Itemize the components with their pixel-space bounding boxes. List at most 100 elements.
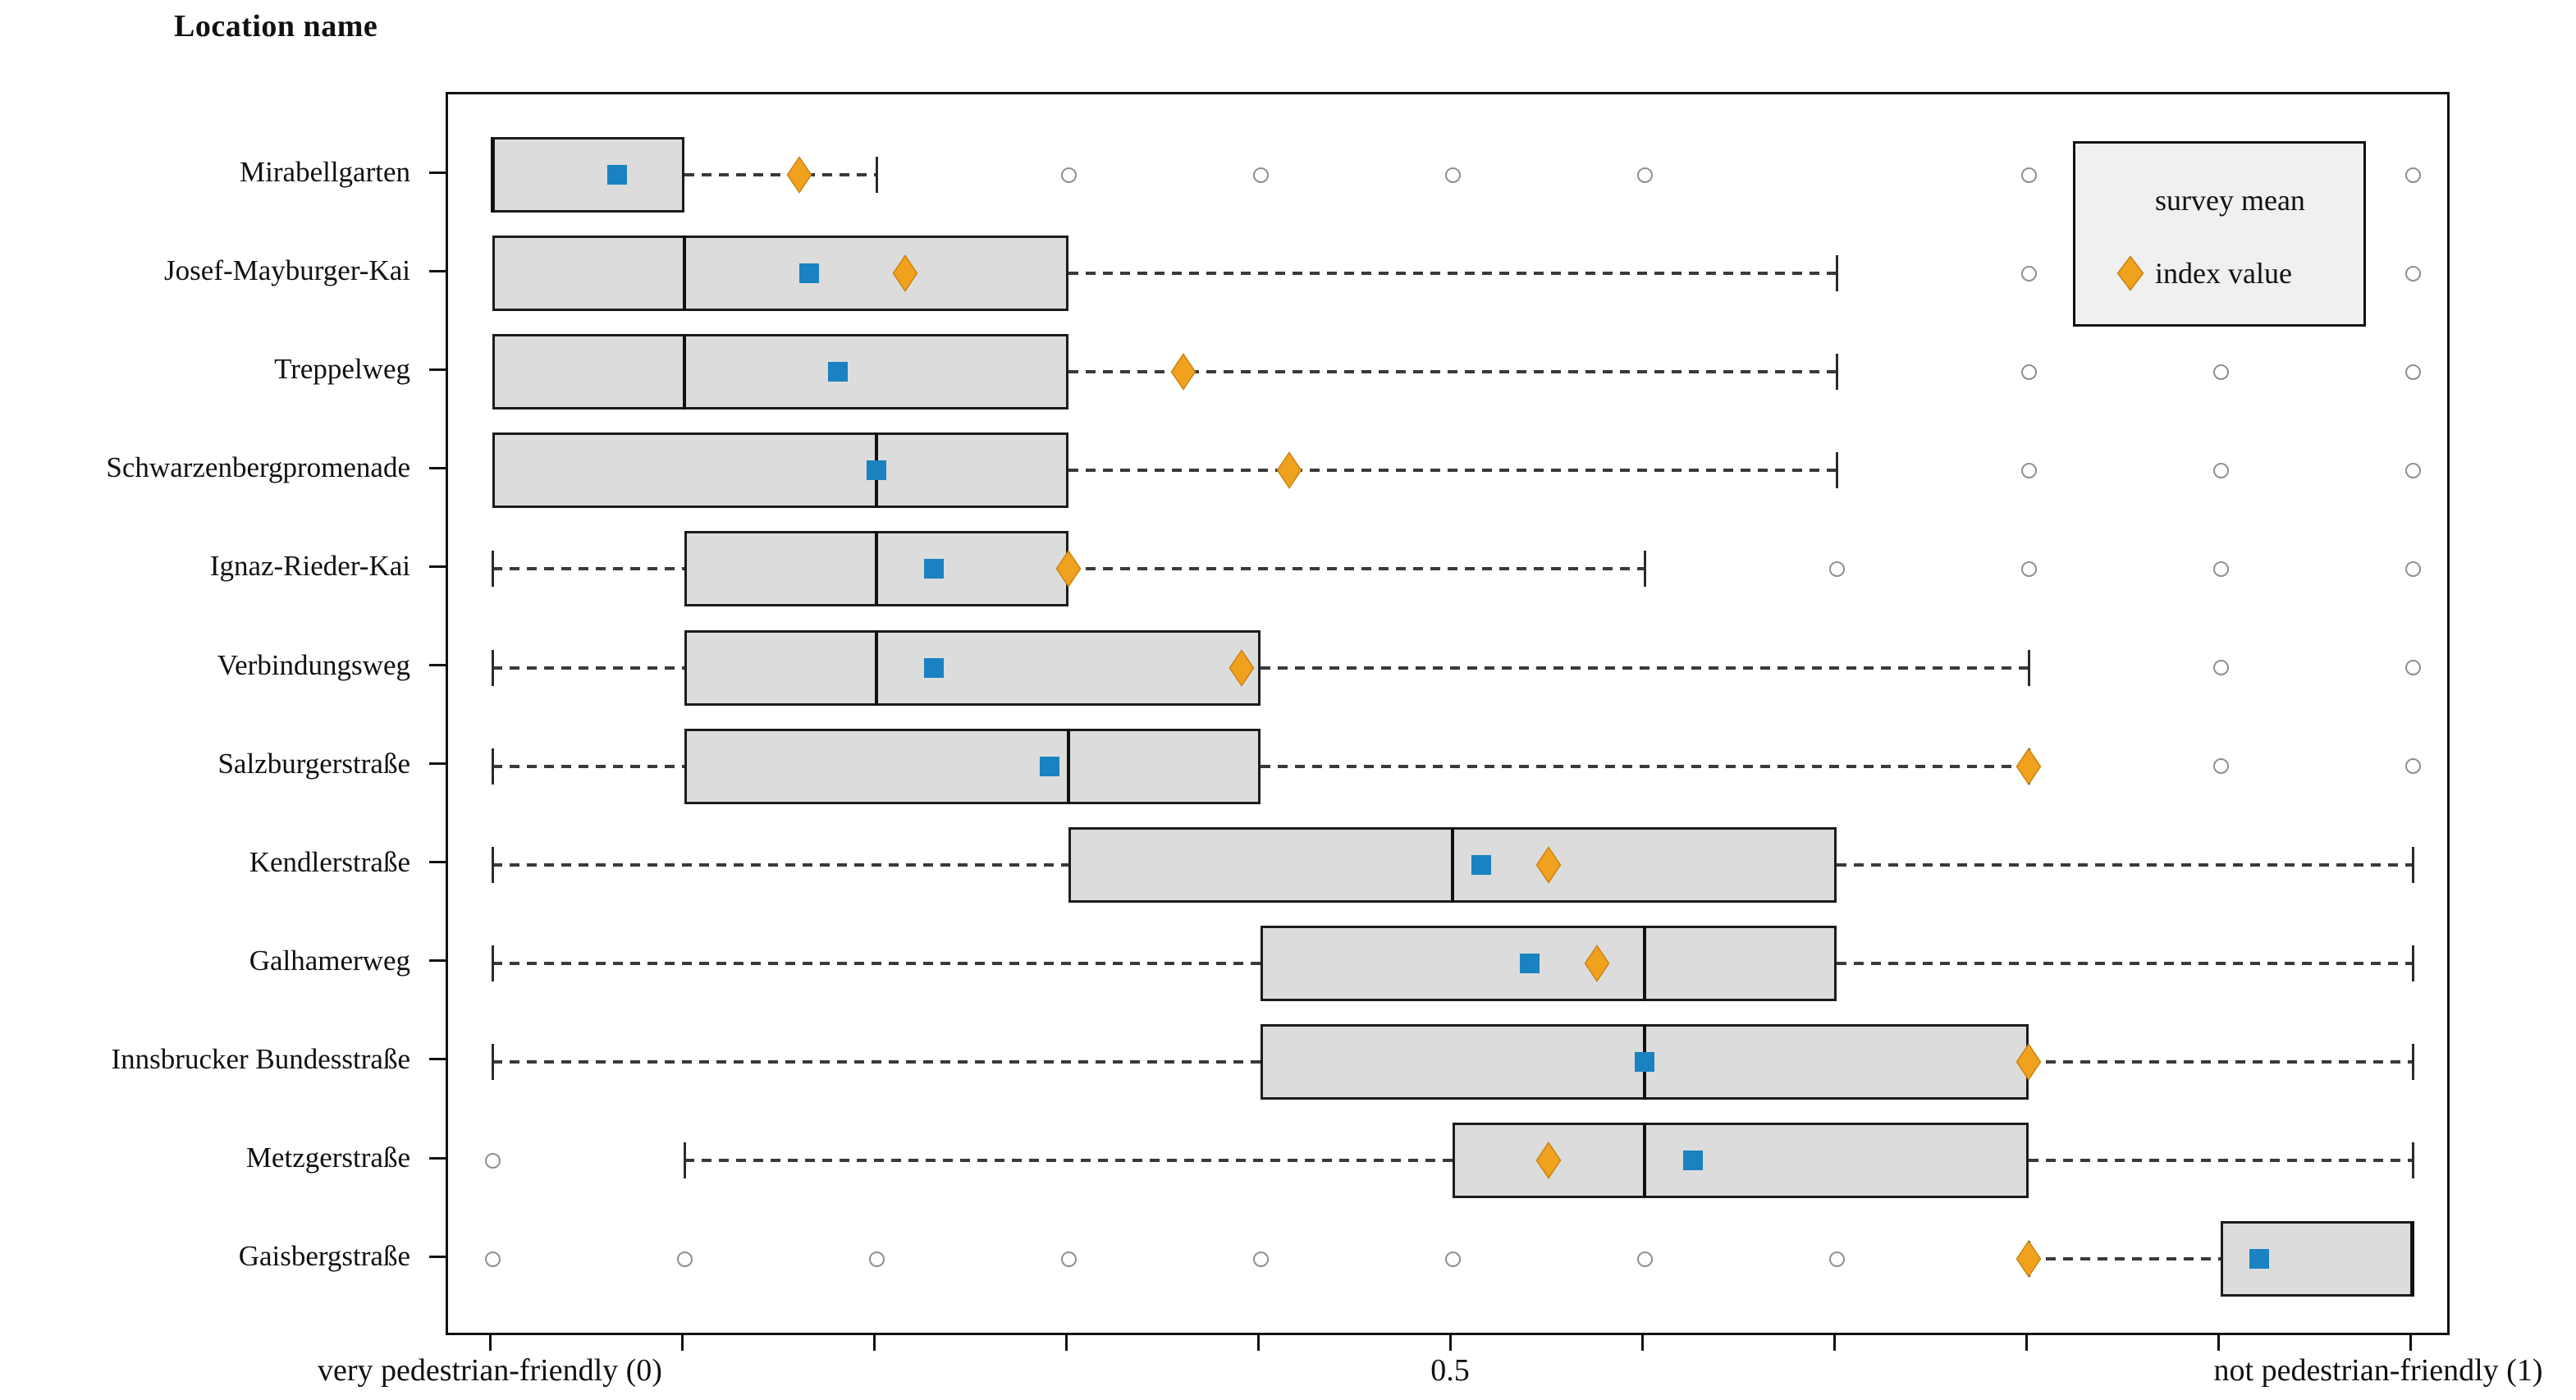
- survey-mean-marker: [828, 362, 849, 382]
- x-axis-tick: [2409, 1335, 2412, 1351]
- whisker-line: [684, 173, 876, 176]
- index-value-marker: [1170, 353, 1196, 391]
- legend-item-survey-mean: survey mean: [2075, 181, 2363, 219]
- outlier-circle: [2212, 364, 2229, 380]
- x-axis-tick: [1832, 1335, 1836, 1351]
- y-axis-tick: [429, 959, 446, 963]
- survey-mean-square-icon: [2120, 190, 2141, 211]
- index-value-marker: [2016, 1043, 2042, 1081]
- outlier-circle: [2404, 560, 2421, 577]
- whisker-line: [1068, 567, 1645, 571]
- whisker-cap: [491, 748, 494, 785]
- outlier-circle: [2020, 364, 2037, 380]
- outlier-circle: [2404, 660, 2421, 675]
- median-line: [491, 137, 494, 213]
- outlier-circle: [2404, 364, 2421, 380]
- survey-mean-marker: [924, 559, 945, 579]
- outlier-circle: [676, 1251, 693, 1267]
- boxplot-box: [1261, 925, 1837, 1001]
- legend-label: survey mean: [2155, 184, 2305, 217]
- y-axis-category-label: Metzgerstraße: [245, 1142, 410, 1174]
- whisker-cap: [1835, 255, 1838, 292]
- index-value-marker: [2016, 747, 2042, 785]
- x-axis-tick: [2217, 1335, 2220, 1351]
- y-axis-tick: [429, 1156, 446, 1160]
- x-axis-tick: [872, 1335, 876, 1351]
- outlier-circle: [2404, 758, 2421, 775]
- outlier-circle: [1444, 167, 1461, 183]
- whisker-line: [492, 961, 1261, 965]
- boxplot-box: [492, 137, 684, 213]
- boxplot-box: [492, 432, 1068, 509]
- survey-mean-marker: [1039, 756, 1059, 776]
- outlier-circle: [868, 1251, 885, 1267]
- y-axis-tick: [429, 466, 446, 469]
- y-axis-tick: [429, 171, 446, 174]
- index-value-marker: [892, 254, 918, 292]
- x-axis-tick: [1256, 1335, 1260, 1351]
- outlier-circle: [2020, 560, 2037, 577]
- index-value-diamond-icon: [2116, 255, 2144, 295]
- y-axis-category-label: Treppelweg: [274, 353, 410, 386]
- median-line: [1643, 925, 1646, 1001]
- whisker-cap: [2411, 1142, 2414, 1178]
- whisker-cap: [683, 1142, 686, 1178]
- y-axis-tick: [429, 664, 446, 666]
- survey-mean-marker: [1471, 854, 1492, 875]
- outlier-circle: [2020, 265, 2037, 281]
- x-axis-label-left: very pedestrian-friendly (0): [318, 1353, 662, 1388]
- y-axis-tick: [429, 1058, 446, 1061]
- outlier-circle: [1252, 167, 1269, 183]
- x-axis-tick: [680, 1335, 684, 1351]
- outlier-circle: [1636, 1251, 1653, 1267]
- outlier-circle: [1636, 167, 1653, 183]
- y-axis-category-label: Josef-Mayburger-Kai: [164, 254, 410, 287]
- y-axis-category-label: Innsbrucker Bundesstraße: [111, 1042, 410, 1075]
- y-axis-category-label: Salzburgerstraße: [217, 747, 410, 780]
- y-axis-category-label: Ignaz-Rieder-Kai: [209, 550, 410, 583]
- y-axis-tick: [429, 861, 446, 864]
- outlier-circle: [2404, 167, 2421, 183]
- y-axis-category-label: Verbindungsweg: [217, 648, 410, 681]
- index-value-marker: [1276, 451, 1302, 490]
- boxplot-box: [492, 334, 1068, 410]
- outlier-circle: [1060, 1251, 1077, 1267]
- outlier-circle: [1444, 1251, 1461, 1267]
- whisker-cap: [2411, 945, 2414, 981]
- survey-mean-marker: [2249, 1249, 2269, 1270]
- outlier-circle: [1060, 167, 1077, 183]
- y-axis-tick: [429, 269, 446, 272]
- whisker-cap: [1835, 452, 1838, 489]
- survey-mean-marker: [607, 165, 628, 185]
- whisker-line: [492, 567, 684, 571]
- index-value-marker: [2016, 1240, 2042, 1278]
- whisker-line: [1837, 862, 2413, 867]
- y-axis-category-label: Schwarzenbergpromenade: [106, 451, 410, 484]
- whisker-line: [684, 1159, 1453, 1162]
- x-axis-tick: [488, 1335, 492, 1351]
- outlier-circle: [2020, 167, 2037, 183]
- outlier-circle: [2212, 758, 2229, 775]
- index-value-marker: [1535, 845, 1562, 884]
- median-line: [683, 236, 686, 312]
- y-axis-tick: [429, 1255, 446, 1258]
- plot-area: survey mean index value: [446, 92, 2450, 1335]
- median-line: [875, 531, 878, 607]
- index-value-marker: [1535, 1142, 1562, 1179]
- survey-mean-marker: [1635, 1051, 1654, 1072]
- boxplot-box: [684, 629, 1261, 706]
- legend: survey mean index value: [2073, 141, 2366, 327]
- whisker-line: [1068, 272, 1837, 276]
- x-axis-tick: [1448, 1335, 1452, 1351]
- index-value-marker: [1229, 648, 1255, 687]
- boxplot-box: [492, 236, 1068, 312]
- outlier-circle: [484, 1152, 501, 1169]
- outlier-circle: [2212, 560, 2229, 577]
- y-axis-category-label: Kendlerstraße: [249, 845, 410, 878]
- index-value-marker: [786, 156, 812, 194]
- median-line: [2411, 1221, 2414, 1297]
- index-value-marker: [1055, 550, 1082, 588]
- y-axis-category-label: Gaisbergstraße: [238, 1240, 410, 1273]
- whisker-line: [1068, 469, 1837, 473]
